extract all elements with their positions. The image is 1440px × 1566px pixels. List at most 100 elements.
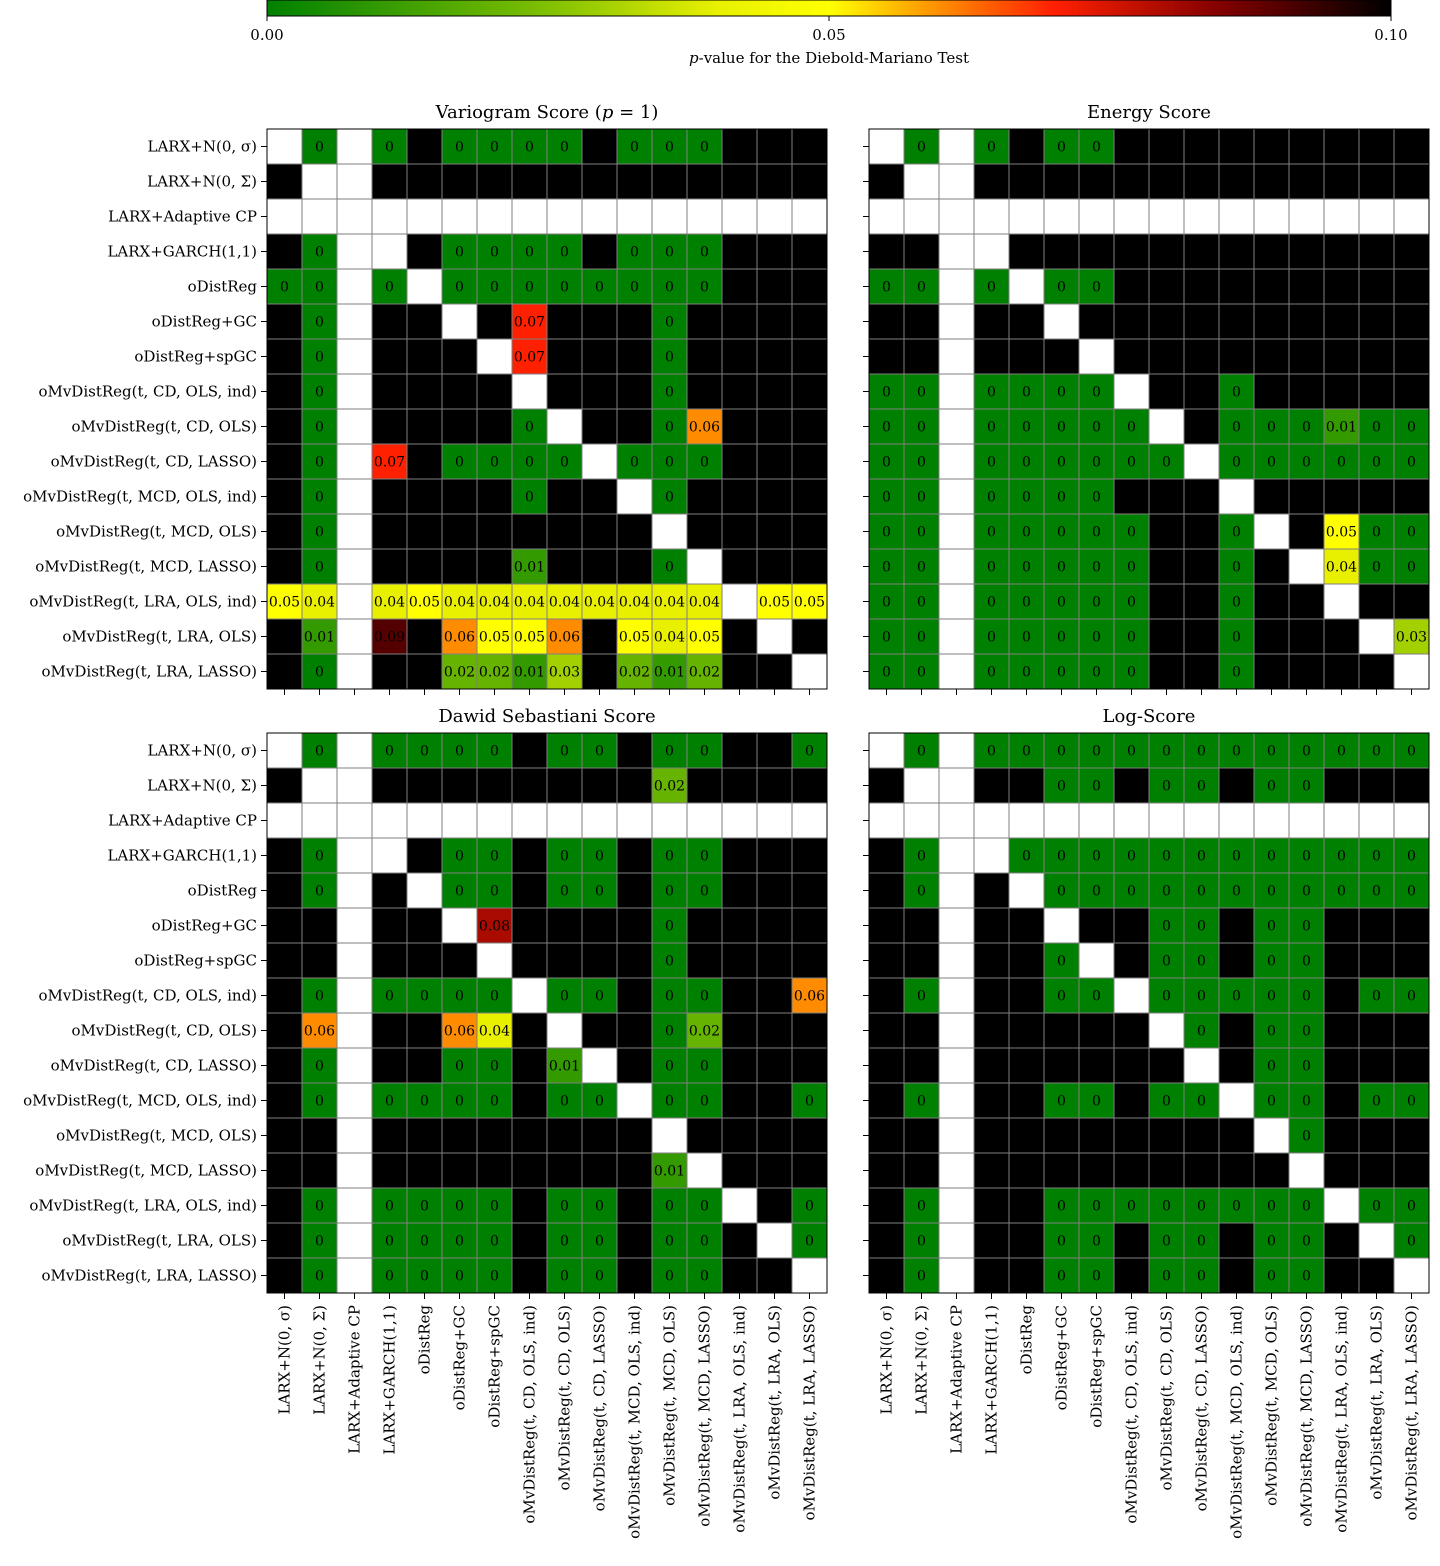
heatmap-cell [1183,408,1220,445]
heatmap-cell-label: 1 [882,954,891,970]
heatmap-cell-label: 0 [1127,420,1136,436]
heatmap-cell [371,1082,408,1119]
heatmap-cell-label: 1 [1162,665,1171,681]
heatmap-cell-label: 0 [1372,849,1381,865]
heatmap-cell [301,1047,338,1084]
heatmap-cell-label: 0 [595,1234,604,1250]
column-label: LARX+Adaptive CP [346,1305,364,1454]
heatmap-cell [1393,1257,1430,1294]
heatmap-cell-label: 0 [1232,560,1241,576]
heatmap-cell [686,653,723,690]
heatmap-cell [1288,443,1325,480]
heatmap-cell-label: 0 [987,280,996,296]
heatmap-cell [903,198,940,235]
heatmap-cell [511,583,548,620]
heatmap-cell [336,872,373,909]
heatmap-cell [371,198,408,235]
heatmap-cell [973,303,1010,340]
heatmap-cell [1183,198,1220,235]
heatmap-cell [371,653,408,690]
heatmap-cell-label: 1 [770,919,779,935]
heatmap-cell-label: 0 [805,1094,814,1110]
heatmap-cell-label: 0 [385,1199,394,1215]
heatmap-cell [1218,1187,1255,1224]
heatmap-cell-label: 0 [315,1094,324,1110]
heatmap-cell-label: 0 [1407,989,1416,1005]
heatmap-cell-label: 0 [1057,849,1066,865]
heatmap-cell [301,1117,338,1154]
heatmap-cell-label: 0 [1197,1234,1206,1250]
column-label: LARX+GARCH(1,1) [381,1305,399,1455]
heatmap-cell [868,198,905,235]
heatmap-cell [1078,653,1115,690]
heatmap-cell-label: 0 [1197,744,1206,760]
heatmap-cell [1393,1082,1430,1119]
heatmap-cell [973,478,1010,515]
heatmap-cell-label: 0 [665,1059,674,1075]
heatmap-cell-label: 0.95 [724,665,755,681]
heatmap-cell-label: 0 [1022,665,1031,681]
heatmap-cell [1043,767,1080,804]
heatmap-cell-label: 0 [455,1234,464,1250]
heatmap-cell [1358,1222,1395,1259]
heatmap-cell [1393,802,1430,839]
heatmap-cell [616,373,653,410]
heatmap-cell [301,837,338,874]
heatmap-cell [903,513,940,550]
heatmap-cell-label: 0.19 [269,665,300,681]
heatmap-cell [1323,1152,1360,1189]
heatmap-cell-label: 0 [917,140,926,156]
heatmap-cell [266,1152,303,1189]
heatmap-cell [301,373,338,410]
heatmap-cell-label: 0.05 [689,630,720,646]
heatmap-cell-label: 1 [385,560,394,576]
heatmap-cell-label: 0 [560,1094,569,1110]
heatmap-cell-label: 0 [560,849,569,865]
heatmap-cell [581,303,618,340]
heatmap-cell-label: 0 [490,455,499,471]
column-label: oDistReg+spGC [1088,1305,1106,1428]
heatmap-cell [938,802,975,839]
heatmap-cell [301,1257,338,1294]
heatmap-cell-label: 0.02 [479,665,510,681]
heatmap-cell-label: 1 [1337,245,1346,261]
heatmap-cell-label: 1 [987,779,996,795]
row-label: oMvDistReg(t, CD, OLS) [72,1022,258,1040]
heatmap-cell-label: 0 [1372,420,1381,436]
heatmap-cell [651,767,688,804]
heatmap-cell [581,513,618,550]
heatmap-cell [476,1012,513,1049]
heatmap-cell-label: 0.85 [724,1234,755,1250]
heatmap-cell-label: 0 [1092,1199,1101,1215]
heatmap-cell-label: 0 [987,744,996,760]
row-label: oDistReg [188,278,258,296]
heatmap-cell [938,653,975,690]
heatmap-cell-label: 1 [882,1024,891,1040]
heatmap-cell [938,303,975,340]
heatmap-cell-label: 1 [1232,919,1241,935]
heatmap-cell-label: 1 [385,175,394,191]
heatmap-cell-label: 0 [1302,1094,1311,1110]
heatmap-cell [476,163,513,200]
heatmap-cell [756,618,793,655]
heatmap-cell [1288,977,1325,1014]
heatmap-cell-label: 0.07 [514,315,545,331]
heatmap-cell [1253,1012,1290,1049]
heatmap-cell [1253,198,1290,235]
heatmap-cell [651,977,688,1014]
heatmap-cell-label: 0.97 [794,420,825,436]
heatmap-cell [336,303,373,340]
heatmap-cell-label: 0 [1407,884,1416,900]
heatmap-cell-label: 0 [1197,1269,1206,1285]
heatmap-cell-label: 0.05 [1326,525,1357,541]
heatmap-cell-label: 0 [595,1094,604,1110]
heatmap-cell-label: 0.94 [514,1269,545,1285]
heatmap-cell-label: 1 [1232,140,1241,156]
heatmap-cell-label: 0 [1302,455,1311,471]
heatmap-cell-label: 0 [917,560,926,576]
heatmap-cell-label: 1 [1162,245,1171,261]
heatmap-cell-label: 0 [385,744,394,760]
heatmap-cell [1183,802,1220,839]
heatmap-cell-label: 0 [882,490,891,506]
heatmap-cell-label: 0.1 [588,630,610,646]
